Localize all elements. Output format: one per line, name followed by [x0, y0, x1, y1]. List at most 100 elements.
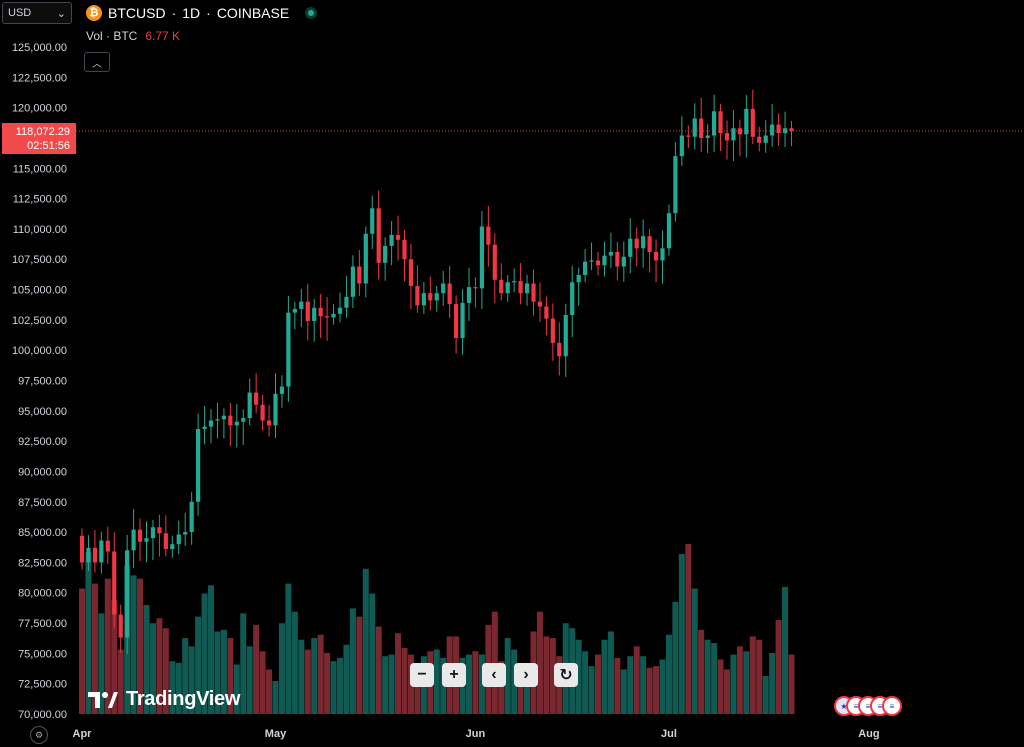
candle-body — [621, 256, 626, 267]
settings-icon[interactable]: ⚙ — [30, 726, 48, 744]
scroll-right-button[interactable]: › — [514, 663, 538, 687]
y-tick-label: 95,000.00 — [18, 406, 67, 418]
candle-body — [170, 544, 175, 550]
tradingview-logo[interactable]: TradingView — [88, 688, 240, 711]
volume-bar — [685, 544, 692, 714]
volume-bar — [524, 672, 531, 714]
volume-legend[interactable]: Vol · BTC 6.77 K — [86, 29, 180, 43]
volume-bar — [756, 639, 763, 714]
candle-body — [486, 226, 491, 245]
volume-bar — [291, 611, 298, 714]
candle-body — [492, 244, 497, 280]
economic-events-markers[interactable]: ★ ≡ ≡ ≡ ≡ — [834, 696, 902, 716]
candle-body — [499, 279, 504, 294]
candle-body — [402, 239, 407, 260]
volume-bar — [85, 552, 92, 714]
volume-bar — [659, 659, 666, 714]
volume-bar — [691, 588, 698, 714]
x-tick-label: Aug — [858, 728, 879, 740]
volume-bar — [214, 631, 221, 714]
volume-bars — [79, 544, 795, 714]
candle-body — [505, 282, 510, 294]
candle-body — [789, 128, 794, 132]
candle-body — [550, 318, 555, 343]
volume-bar — [401, 647, 408, 714]
zoom-out-button[interactable]: − — [410, 663, 434, 687]
volume-bar — [130, 575, 137, 714]
candle-body — [570, 282, 575, 316]
volume-bar — [272, 680, 279, 714]
y-tick-label: 90,000.00 — [18, 466, 67, 478]
x-tick-label: Jul — [661, 728, 677, 740]
candle-body — [557, 342, 562, 357]
volume-bar — [646, 667, 653, 714]
y-tick-label: 110,000.00 — [13, 224, 67, 236]
bar-countdown: 02:51:56 — [27, 140, 70, 152]
volume-bar — [143, 605, 150, 714]
candle-body — [589, 260, 594, 262]
candle-body — [266, 420, 272, 426]
candle-body — [602, 255, 607, 266]
volume-bar — [498, 661, 505, 714]
y-tick-label: 75,000.00 — [18, 648, 67, 660]
candle-body — [628, 238, 633, 257]
chart-navigation-controls: − + ‹ › ↻ — [410, 663, 578, 687]
candle-body — [357, 266, 362, 284]
reset-chart-button[interactable]: ↻ — [554, 663, 578, 687]
candle-body — [176, 534, 181, 545]
volume-bar — [633, 646, 640, 714]
volume-bar — [614, 657, 621, 714]
candle-body — [163, 533, 168, 550]
volume-bar — [324, 652, 331, 714]
volume-bar — [349, 608, 356, 714]
candle-body — [512, 281, 517, 283]
candle-body — [441, 283, 446, 294]
us-flag-icon[interactable]: ≡ — [882, 696, 902, 716]
volume-bar — [769, 652, 776, 714]
candle-body — [434, 293, 439, 301]
scroll-left-button[interactable]: ‹ — [482, 663, 506, 687]
candle-body — [666, 213, 672, 249]
legend-separator: · — [171, 5, 177, 21]
zoom-in-button[interactable]: + — [442, 663, 466, 687]
y-tick-label: 122,500.00 — [12, 72, 67, 84]
volume-bar — [311, 638, 318, 714]
currency-value: USD — [8, 7, 32, 19]
volume-bar — [182, 638, 189, 714]
candle-body — [279, 386, 285, 394]
symbol-legend[interactable]: ₿ BTCUSD · 1D · COINBASE — [86, 3, 318, 23]
volume-bar — [601, 639, 608, 714]
volume-bar — [330, 661, 337, 714]
candle-body — [776, 124, 781, 134]
candle-body — [537, 301, 543, 307]
y-tick-label: 82,500.00 — [18, 557, 67, 569]
volume-bar — [620, 669, 627, 714]
candle-body — [763, 135, 768, 143]
currency-select[interactable]: USD ⌄ — [2, 2, 72, 24]
volume-bar — [749, 636, 756, 714]
candle-body — [370, 208, 375, 234]
y-tick-label: 125,000.00 — [12, 42, 67, 54]
volume-bar — [704, 639, 711, 714]
volume-bar — [117, 649, 124, 714]
volume-bar — [775, 619, 782, 714]
volume-bar — [717, 659, 724, 714]
volume-bar — [549, 638, 556, 714]
candle-body — [112, 551, 117, 615]
candle-body — [718, 111, 723, 134]
candle-body — [157, 527, 162, 534]
candlesticks — [79, 89, 794, 655]
collapse-legend-button[interactable]: ︿ — [84, 52, 110, 72]
volume-bar — [162, 628, 169, 714]
bitcoin-icon: ₿ — [86, 5, 102, 21]
volume-bar — [304, 649, 311, 714]
candle-body — [531, 283, 536, 302]
volume-bar — [375, 626, 382, 714]
volume-bar — [517, 671, 524, 714]
volume-bar — [169, 661, 176, 714]
candle-body — [376, 208, 381, 263]
volume-bar — [149, 623, 156, 714]
volume-bar — [91, 583, 98, 714]
y-tick-label: 100,000.00 — [12, 345, 67, 357]
